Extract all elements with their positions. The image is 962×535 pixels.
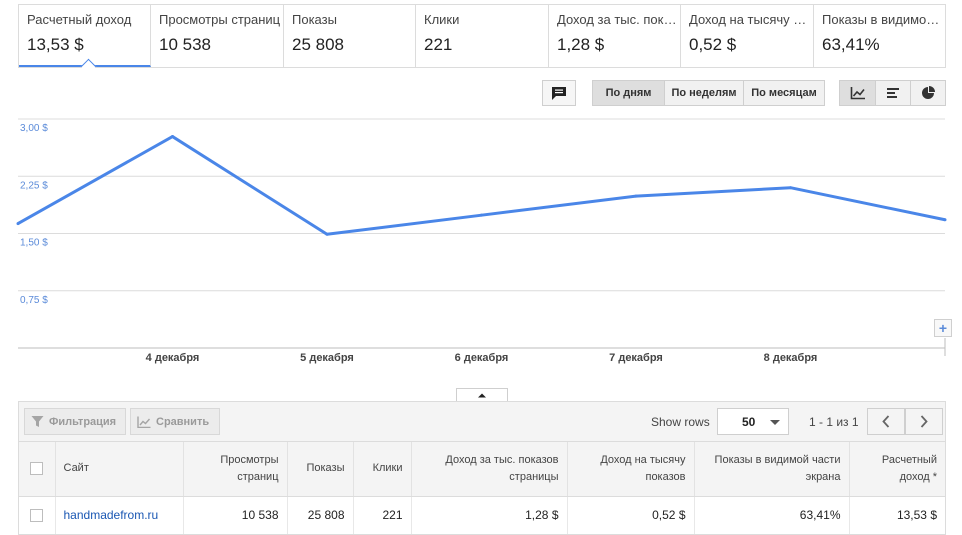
y-tick-label: 0,75 $ [20,295,48,306]
filter-icon [31,416,44,427]
bar-chart-icon [887,88,899,98]
y-tick-label: 1,50 $ [20,238,48,249]
column-header-site[interactable]: Сайт [55,442,184,497]
metric-value: 0,52 $ [689,35,737,54]
metric-label: Клики [424,12,460,27]
metric-label: Доход за тыс. показов страницы [557,12,679,27]
chevron-up-icon [478,393,486,398]
column-header-impressions[interactable]: Показы [287,442,354,497]
select-all-cell [19,442,56,497]
next-page-button[interactable] [905,408,943,435]
line-chart-icon [137,416,151,428]
x-tick-label: 6 декабря [455,352,509,364]
impressions-cell: 25 808 [287,496,354,534]
metric-label: Показы в видимой части экрана [822,12,942,27]
select-all-checkbox[interactable] [30,461,44,475]
page-rpm-cell: 1,28 $ [411,496,568,534]
data-point [325,232,329,236]
plus-icon: + [938,320,948,336]
metric-value: 1,28 $ [557,35,605,54]
metric-value: 221 [424,35,453,54]
line-chart-button[interactable] [839,80,875,106]
y-tick-label: 2,25 $ [20,180,48,191]
chevron-right-icon [920,415,928,428]
by-months-button[interactable]: По месяцам [743,80,825,106]
viewable-cell: 63,41% [694,496,850,534]
column-header-impression-rpm[interactable]: Доход на тысячу показов [567,442,695,497]
metric-active-view-viewable[interactable]: Показы в видимой части экрана 63,41% [814,5,945,67]
column-header-page-rpm[interactable]: Доход за тыс. показов страницы [411,442,568,497]
previous-page-button[interactable] [867,408,905,435]
filter-label: Фильтрация [49,415,117,428]
pagination-range: 1 - 1 из 1 [809,415,859,429]
clicks-cell: 221 [353,496,412,534]
earnings-cell: 13,53 $ [896,508,937,523]
metric-impressions[interactable]: Показы 25 808 [284,5,416,67]
chevron-left-icon [882,415,890,428]
caret-down-icon [770,420,780,425]
table-toolbar: Фильтрация Сравнить Show rows 50 1 - 1 и… [19,402,945,442]
rows-per-page-select[interactable]: 50 [717,408,789,435]
x-tick-label: 7 декабря [609,352,663,364]
x-tick-label: 8 декабря [764,352,818,364]
data-point [16,222,20,226]
metric-label: Доход на тысячу показов [689,12,811,27]
metric-label: Расчетный доход [27,12,132,27]
report-table-panel: Фильтрация Сравнить Show rows 50 1 - 1 и… [18,401,946,535]
period-switch: По дням По неделям По месяцам [592,80,825,106]
data-point [171,135,174,139]
metric-tabs: Расчетный доход 13,53 $ Просмотры страни… [18,4,946,68]
site-cell: handmadefrom.ru [55,496,184,534]
column-header-clicks[interactable]: Клики [353,442,412,497]
collapse-chart-button[interactable] [456,388,508,401]
metric-label: Просмотры страниц [159,12,281,27]
row-select-cell [19,496,56,534]
add-annotation-button[interactable]: + [934,319,952,337]
compare-label: Сравнить [156,415,210,428]
x-tick-label: 4 декабря [146,352,200,364]
show-rows-label: Show rows [651,415,710,429]
by-weeks-button[interactable]: По неделям [664,80,743,106]
metric-value: 10 538 [159,35,211,54]
earnings-line-chart: 3,00 $ 2,25 $ 1,50 $ 0,75 $ 4 декабря 5 декаб… [16,118,947,364]
impression-rpm-cell: 0,52 $ [567,496,695,534]
metric-estimated-earnings[interactable]: Расчетный доход 13,53 $ [19,5,151,67]
table-row: handmadefrom.ru 10 538 25 808 221 1,28 $… [19,496,945,534]
metric-value: 13,53 $ [27,35,84,54]
y-tick-label: 3,00 $ [20,123,48,134]
column-header-viewable[interactable]: Показы в видимой части экрана [694,442,850,497]
column-header-page-views[interactable]: Просмотры страниц [183,442,288,497]
data-point [480,213,483,217]
data-point [789,186,792,190]
pie-chart-button[interactable] [910,80,946,106]
data-point [634,194,638,198]
page-views-cell: 10 538 [183,496,288,534]
comment-icon [552,86,566,100]
filter-button[interactable]: Фильтрация [24,408,126,435]
metric-page-views[interactable]: Просмотры страниц 10 538 [151,5,284,67]
chart-type-switch [839,80,946,106]
metric-clicks[interactable]: Клики 221 [416,5,549,67]
by-days-button[interactable]: По дням [592,80,664,106]
metric-value: 25 808 [292,35,344,54]
line-chart-icon [850,87,865,100]
metric-value: 63,41% [822,35,880,54]
column-header-earnings[interactable]: Расчетный доход * [849,442,945,497]
annotations-button[interactable] [542,80,576,106]
earnings-series-line [17,135,946,236]
x-tick-label: 5 декабря [300,352,354,364]
metric-page-rpm[interactable]: Доход за тыс. показов страницы 1,28 $ [549,5,681,67]
row-checkbox[interactable] [30,509,44,523]
metric-impression-rpm[interactable]: Доход на тысячу показов 0,52 $ [681,5,814,67]
bar-chart-button[interactable] [875,80,910,106]
table-header-row: Сайт Просмотры страниц Показы Клики Дохо… [19,442,945,497]
metric-label: Показы [292,12,337,27]
rows-per-page-value: 50 [742,414,756,429]
pie-chart-icon [922,86,935,99]
compare-button[interactable]: Сравнить [130,408,220,435]
report-table: Сайт Просмотры страниц Показы Клики Дохо… [19,442,945,534]
site-link[interactable]: handmadefrom.ru [63,508,159,523]
data-point [943,218,947,222]
